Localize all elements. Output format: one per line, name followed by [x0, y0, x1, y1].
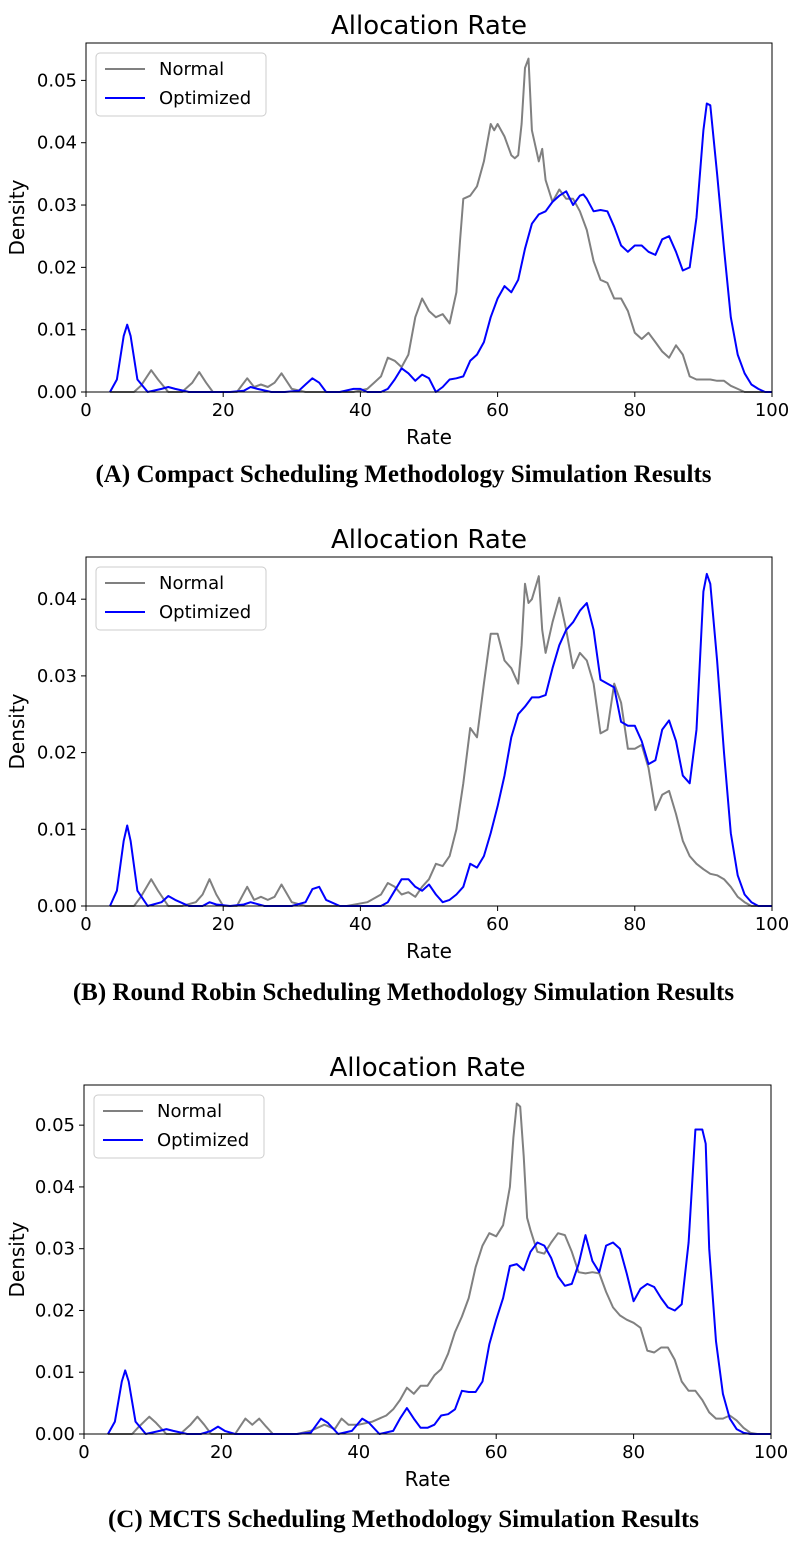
chart-a-y-tick-label: 0.00 [37, 382, 77, 403]
chart-a-y-tick-label: 0.05 [37, 70, 77, 91]
chart-a-x-tick-label: 20 [212, 400, 235, 421]
chart-b-x-tick-label: 80 [623, 914, 646, 935]
chart-c-y-tick-label: 0.03 [35, 1239, 75, 1260]
chart-c-legend-label-normal: Normal [157, 1101, 222, 1122]
chart-a-legend-label-normal: Normal [159, 59, 224, 80]
chart-b-y-tick-label: 0.04 [37, 589, 77, 610]
chart-c-legend-label-optimized: Optimized [157, 1130, 249, 1151]
chart-c-series-optimized-line [107, 1128, 771, 1435]
chart-a-x-tick-label: 0 [80, 400, 91, 421]
chart-a-y-tick-label: 0.04 [37, 133, 77, 154]
chart-a-x-axis-label: Rate [406, 425, 452, 449]
chart-c-x-tick-label: 20 [210, 1442, 233, 1463]
chart-b-x-tick-label: 20 [212, 914, 235, 935]
chart-c-y-tick-label: 0.04 [35, 1177, 75, 1198]
chart-c-y-tick-label: 0.01 [35, 1362, 75, 1383]
chart-c-x-tick-label: 60 [485, 1442, 508, 1463]
chart-a-svg: Allocation Rate 0 20 40 60 80 100 0.00 0.01 0.02 0… [5, 11, 789, 449]
chart-b-y-tick-label: 0.01 [37, 819, 77, 840]
chart-a-x-tick-label: 100 [755, 400, 789, 421]
chart-a-y-axis-label: Density [5, 179, 29, 255]
chart-b-x-tick-label: 60 [486, 914, 509, 935]
chart-c-x-axis-label: Rate [405, 1467, 451, 1491]
chart-c-y-tick-label: 0.02 [35, 1300, 75, 1321]
chart-a-y-tick-label: 0.01 [37, 320, 77, 341]
chart-a-y-tick-label: 0.02 [37, 257, 77, 278]
chart-c-x-tick-label: 80 [622, 1442, 645, 1463]
chart-c-series-normal-line [108, 1102, 771, 1435]
chart-b-y-tick-label: 0.02 [37, 743, 77, 764]
chart-c-plot-frame [83, 1084, 772, 1435]
chart-b-y-axis-label: Density [5, 693, 29, 769]
chart-c-y-tick-label: 0.00 [35, 1424, 75, 1445]
chart-panel-c: Allocation Rate 0 20 40 60 80 100 0.00 0.01 0.02 0… [0, 1042, 807, 1553]
chart-b-x-tick-label: 0 [80, 914, 91, 935]
chart-a-x-tick-label: 60 [486, 400, 509, 421]
chart-panel-a: Allocation Rate 0 20 40 60 80 100 0.00 0.01 0.02 0… [0, 0, 807, 500]
chart-a-x-tick-label: 40 [349, 400, 372, 421]
chart-a-plot-frame [85, 42, 773, 393]
chart-a-legend: Normal Optimized [95, 52, 267, 117]
chart-b-caption: (B) Round Robin Scheduling Methodology S… [72, 979, 735, 1006]
chart-a-series-optimized-line [109, 102, 772, 393]
chart-b-x-tick-label: 40 [349, 914, 372, 935]
chart-b-svg: Allocation Rate 0 20 40 60 80 100 0.00 0.01 0.02 0… [5, 525, 789, 963]
chart-b-legend-label-normal: Normal [159, 573, 224, 594]
chart-a-x-tick-label: 80 [623, 400, 646, 421]
chart-panel-b: Allocation Rate 0 20 40 60 80 100 0.00 0.01 0.02 0… [0, 514, 807, 1014]
chart-c-y-axis-label: Density [5, 1221, 29, 1297]
chart-b-y-tick-label: 0.00 [37, 896, 77, 917]
chart-b-plot-frame [85, 556, 773, 907]
chart-c-x-tick-label: 0 [78, 1442, 89, 1463]
chart-b-x-axis-label: Rate [406, 939, 452, 963]
chart-a-title: Allocation Rate [331, 11, 527, 41]
chart-c-legend: Normal Optimized [93, 1094, 265, 1159]
chart-b-y-tick-label: 0.03 [37, 666, 77, 687]
chart-a-y-tick-label: 0.03 [37, 195, 77, 216]
chart-b-legend-label-optimized: Optimized [159, 602, 251, 623]
chart-c-y-tick-label: 0.05 [35, 1115, 75, 1136]
chart-c-caption: (C) MCTS Scheduling Methodology Simulati… [107, 1506, 700, 1533]
chart-a-caption: (A) Compact Scheduling Methodology Simul… [95, 461, 712, 488]
chart-b-title: Allocation Rate [331, 525, 527, 555]
chart-c-x-tick-label: 100 [754, 1442, 788, 1463]
chart-c-svg: Allocation Rate 0 20 40 60 80 100 0.00 0.01 0.02 0… [5, 1053, 788, 1491]
chart-b-legend: Normal Optimized [95, 566, 267, 631]
chart-b-x-tick-label: 100 [755, 914, 789, 935]
chart-b-series-normal-line [110, 575, 772, 907]
chart-c-title: Allocation Rate [329, 1053, 525, 1083]
chart-a-series-normal-line [110, 57, 772, 393]
chart-c-x-tick-label: 40 [347, 1442, 370, 1463]
chart-a-legend-label-optimized: Optimized [159, 88, 251, 109]
